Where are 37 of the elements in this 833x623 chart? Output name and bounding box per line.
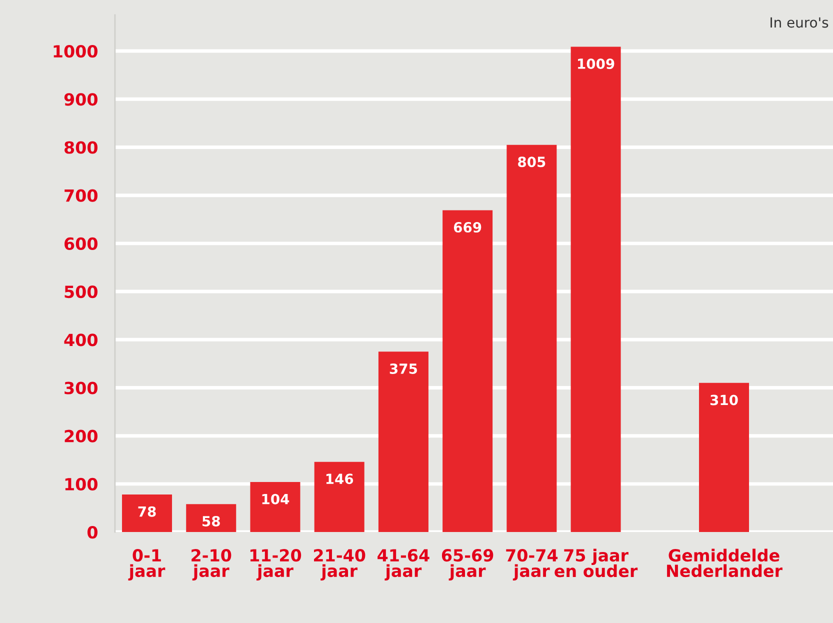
data-label: 1009 xyxy=(578,58,614,70)
x-tick-label: 65-69 jaar xyxy=(442,549,494,580)
bar xyxy=(186,504,236,532)
x-tick-label: 2-10 jaar xyxy=(192,549,232,580)
y-tick-label: 700 xyxy=(64,189,98,202)
x-tick-label: 11-20 jaar xyxy=(250,549,302,580)
y-tick-label: 1000 xyxy=(54,44,98,58)
x-tick-label: 21-40 jaar xyxy=(314,549,366,580)
bar xyxy=(506,144,557,532)
y-tick-label: 0 xyxy=(87,526,98,539)
data-label: 669 xyxy=(454,222,482,233)
bar xyxy=(442,210,493,532)
y-tick-label: 400 xyxy=(64,334,98,346)
y-tick-label: 600 xyxy=(64,237,98,250)
data-label: 78 xyxy=(138,506,156,517)
bar xyxy=(250,482,300,532)
y-tick-label: 800 xyxy=(64,141,98,154)
x-tick-label: Gemiddelde Nederlander xyxy=(667,548,782,578)
bar xyxy=(699,382,750,532)
data-label: 310 xyxy=(710,394,738,406)
bar xyxy=(122,494,172,532)
data-label: 104 xyxy=(262,494,290,504)
y-tick-label: 300 xyxy=(64,382,98,394)
data-label: 375 xyxy=(390,363,417,374)
bar xyxy=(314,462,364,532)
text: In euro's xyxy=(770,17,828,28)
y-tick-label: 900 xyxy=(64,93,98,106)
y-tick-label: 100 xyxy=(65,478,98,491)
x-tick-label: 41-64 jaar xyxy=(378,549,430,580)
data-label: 805 xyxy=(518,156,546,168)
y-tick-label: 500 xyxy=(64,285,98,298)
bar xyxy=(378,352,428,532)
bar xyxy=(570,46,621,532)
data-label: 58 xyxy=(202,516,220,526)
data-label: 146 xyxy=(326,474,354,484)
x-tick-label: 0-1 jaar xyxy=(128,549,166,580)
y-tick-label: 200 xyxy=(64,430,98,442)
